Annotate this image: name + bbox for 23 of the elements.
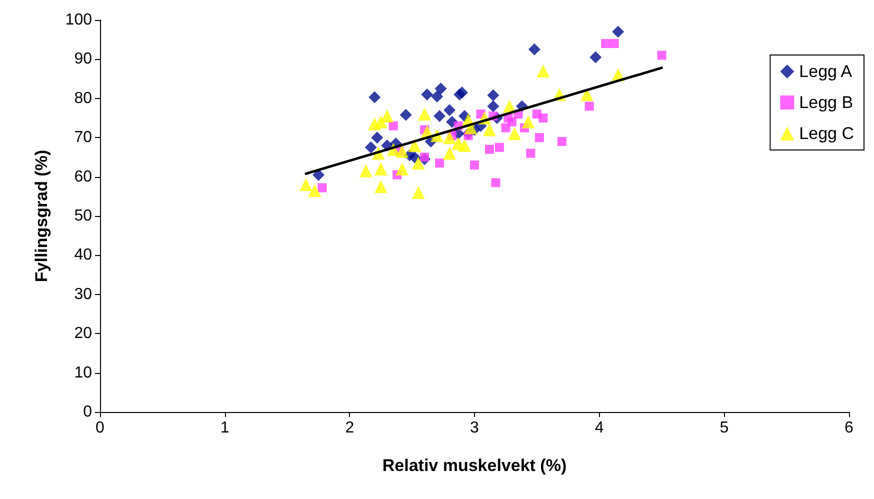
y-tick-label: 10: [74, 364, 92, 382]
x-tick-label: 4: [594, 420, 604, 436]
y-tick-label: 50: [74, 208, 92, 224]
y-tick-label: 40: [74, 246, 92, 264]
y-tick-label: 60: [74, 168, 92, 186]
legend-label: Legg B: [799, 93, 854, 112]
y-tick-label: 90: [74, 50, 92, 68]
x-tick-label: 1: [220, 420, 230, 436]
x-axis-title: Relativ muskelvekt (%): [382, 456, 567, 475]
y-tick-label: 80: [74, 90, 92, 107]
x-tick-label: 0: [96, 420, 105, 436]
x-tick-label: 6: [844, 420, 854, 436]
y-tick-label: 20: [74, 325, 92, 342]
y-tick-label: 70: [74, 129, 92, 146]
x-tick-label: 5: [720, 420, 729, 436]
y-axis-title: Fyllingsgrad (%): [32, 150, 51, 282]
legend-label: Legg C: [799, 124, 854, 143]
y-tick-label: 0: [83, 404, 92, 420]
x-tick-label: 2: [345, 420, 354, 436]
y-tick-label: 30: [74, 286, 92, 303]
x-tick-label: 3: [470, 420, 480, 436]
y-tick-label: 100: [65, 12, 92, 28]
legend-label: Legg A: [799, 62, 853, 81]
